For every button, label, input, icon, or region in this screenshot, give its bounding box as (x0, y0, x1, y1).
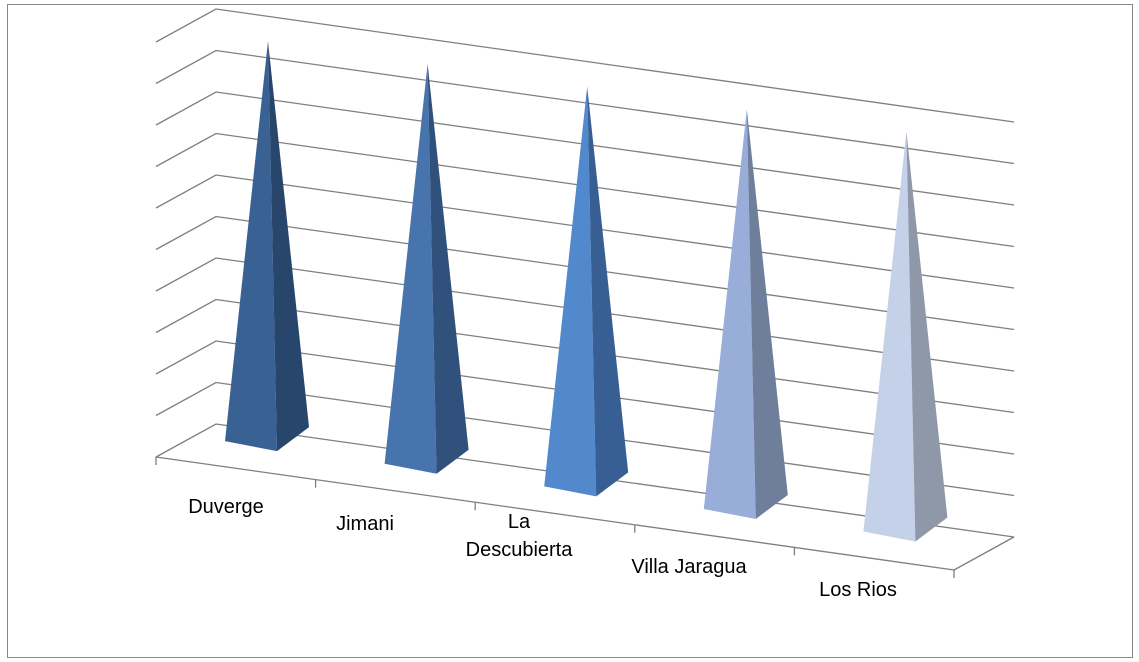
y-gridline (155, 8, 1015, 123)
pyramid-side-face (906, 131, 948, 542)
pyramid-bar (225, 41, 309, 452)
pyramid-side-face (268, 41, 309, 452)
pyramid-bar (384, 63, 469, 474)
x-axis-line (155, 456, 955, 571)
floor-axis (155, 456, 1015, 578)
pyramid-side-face (427, 63, 469, 474)
category-label: La Descubierta (466, 511, 574, 561)
pyramid-bar (703, 108, 788, 519)
pyramid-bar (863, 131, 948, 542)
pyramid-side-face (746, 108, 788, 519)
pyramid-front-face (863, 131, 916, 542)
pyramid-front-face (703, 108, 756, 519)
pyramid-bars (225, 41, 948, 542)
category-label: Duverge (188, 496, 264, 518)
pyramid-front-face (384, 63, 437, 474)
pyramid-front-face (225, 41, 277, 452)
pyramid-front-face (544, 86, 597, 497)
category-labels: Duverge Jimani La Descubierta Villa Jaragua L… (188, 496, 897, 601)
pyramid-bar (544, 86, 629, 497)
category-label: Los Rios (819, 579, 897, 601)
category-label: Villa Jaragua (631, 556, 747, 578)
floor-right-edge (953, 536, 1015, 571)
category-label: Jimani (336, 513, 394, 535)
pyramid-side-face (587, 86, 629, 497)
